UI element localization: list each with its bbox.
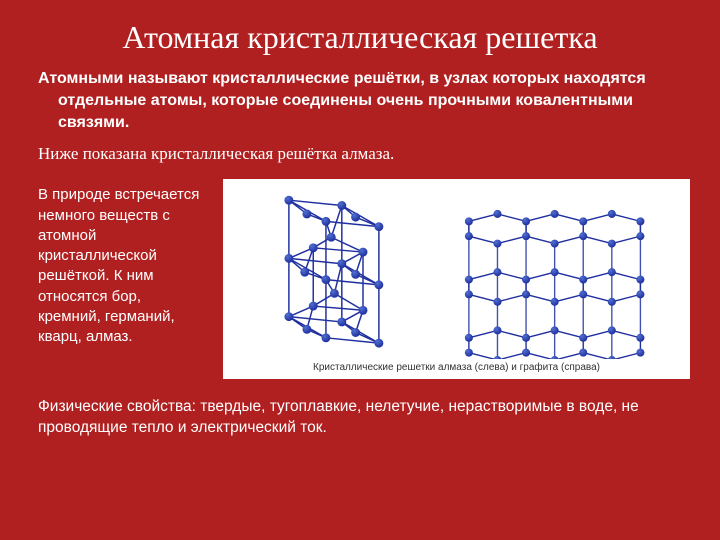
- sub-text: Ниже показана кристаллическая решётка ал…: [0, 143, 720, 179]
- figure-caption: Кристаллические решетки алмаза (слева) и…: [223, 362, 690, 373]
- slide-title: Атомная кристаллическая решетка: [0, 0, 720, 68]
- middle-row: В природе встречается немного веществ с …: [0, 179, 720, 379]
- bottom-text: Физические свойства: твердые, тугоплавки…: [0, 379, 720, 439]
- lattice-diagram: [223, 179, 683, 359]
- lattice-figure: Кристаллические решетки алмаза (слева) и…: [223, 179, 690, 379]
- definition-text: Атомными называют кристаллические решётк…: [20, 68, 720, 143]
- side-text: В природе встречается немного веществ с …: [30, 179, 205, 347]
